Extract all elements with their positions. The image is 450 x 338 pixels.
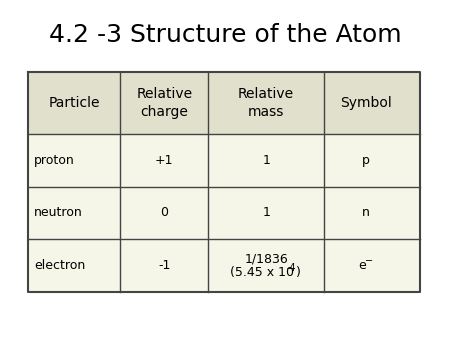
Bar [28, 134, 420, 292]
Text: +1: +1 [155, 154, 173, 167]
Text: Relative
charge: Relative charge [136, 87, 192, 119]
Text: 1: 1 [262, 207, 270, 219]
Text: proton: proton [34, 154, 75, 167]
Text: 1/1836: 1/1836 [244, 252, 288, 265]
Text: 1: 1 [262, 154, 270, 167]
Text: −: − [365, 256, 373, 266]
Text: (5.45 x 10: (5.45 x 10 [230, 266, 294, 279]
Text: Symbol: Symbol [340, 96, 392, 110]
Text: -4: -4 [287, 263, 296, 273]
Text: 0: 0 [160, 207, 168, 219]
Text: 4.2 -3 Structure of the Atom: 4.2 -3 Structure of the Atom [49, 23, 401, 47]
Text: neutron: neutron [34, 207, 83, 219]
Text: Relative
mass: Relative mass [238, 87, 294, 119]
Text: n: n [362, 207, 370, 219]
Bar [28, 72, 420, 134]
Text: e: e [358, 259, 366, 272]
Text: -1: -1 [158, 259, 171, 272]
Text: electron: electron [34, 259, 85, 272]
Text: Particle: Particle [48, 96, 100, 110]
Text: p: p [362, 154, 370, 167]
Text: ): ) [296, 266, 301, 279]
